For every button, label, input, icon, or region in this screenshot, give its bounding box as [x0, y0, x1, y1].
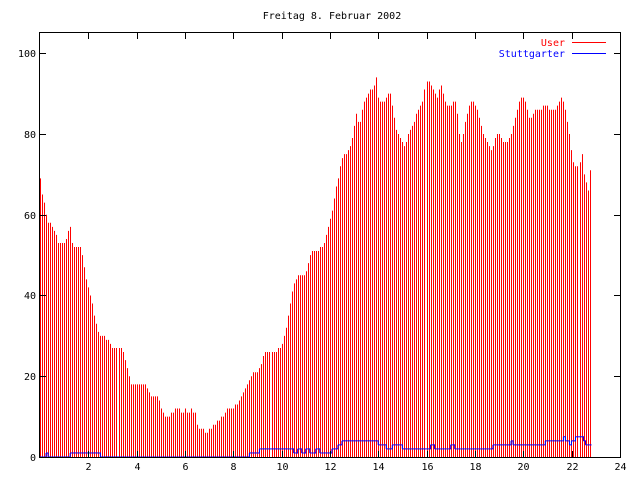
stuttgarter-line-point — [299, 448, 303, 453]
x-tick-label: 24 — [614, 462, 626, 473]
x-tick-label: 16 — [421, 462, 433, 473]
x-tick-label: 22 — [566, 462, 578, 473]
stuttgarter-line-point — [295, 448, 299, 454]
stuttgarter-line-point — [98, 452, 101, 457]
stuttgarter-line-point — [400, 444, 403, 449]
stuttgarter-line-point — [317, 448, 321, 453]
stuttgarter-line-point — [384, 444, 387, 449]
stuttgarter-line-point — [452, 444, 456, 449]
stuttgarter-line-point — [257, 448, 260, 454]
stuttgarter-line-point — [573, 436, 576, 442]
x-tick-label: 10 — [276, 462, 288, 473]
stuttgarter-line-point — [563, 436, 566, 441]
stuttgarter-line-point — [561, 436, 564, 442]
stuttgarter-line-point — [511, 440, 514, 445]
legend-label-stuttgarter: Stuttgarter — [499, 49, 565, 60]
x-tick-label: 2 — [85, 462, 91, 473]
stuttgarter-line-point — [567, 440, 570, 445]
stuttgarter-line-point — [390, 444, 393, 450]
stuttgarter-line-point — [313, 448, 317, 454]
y-tick-label: 0 — [30, 453, 36, 464]
stuttgarter-line-point — [339, 440, 343, 446]
stuttgarter-line-point — [291, 448, 295, 453]
legend-label-user: User — [541, 38, 565, 49]
stuttgarter-line-point — [303, 448, 307, 454]
x-tick-label: 4 — [134, 462, 140, 473]
x-tick-label: 14 — [372, 462, 384, 473]
plot-border — [39, 32, 621, 458]
x-tick-label: 6 — [182, 462, 188, 473]
y-tick-label: 80 — [24, 130, 36, 141]
stuttgarter-line-point — [543, 440, 546, 446]
x-tick-label: 8 — [230, 462, 236, 473]
y-tick-label: 100 — [18, 49, 36, 60]
stuttgarter-line-point — [490, 444, 494, 450]
x-tick-label: 18 — [469, 462, 481, 473]
x-tick-label: 12 — [324, 462, 336, 473]
stuttgarter-line-point — [46, 452, 49, 457]
stuttgarter-line-point — [376, 440, 379, 445]
stuttgarter-line-point — [583, 440, 587, 445]
y-tick-label: 60 — [24, 211, 36, 222]
stuttgarter-line-point — [307, 448, 311, 453]
stuttgarter-line-point — [509, 440, 512, 446]
stuttgarter-line-point — [581, 436, 585, 441]
user-bars — [40, 77, 591, 457]
chart-title: Freitag 8. Februar 2002 — [263, 11, 401, 22]
stuttgarter-line-point — [448, 444, 452, 450]
y-tick-label: 40 — [24, 291, 36, 302]
stuttgarter-line-point — [428, 444, 432, 450]
stuttgarter-line-point — [335, 444, 339, 450]
legend: User Stuttgarter — [499, 38, 606, 60]
stuttgarter-line-point — [569, 440, 572, 446]
y-tick-label: 20 — [24, 372, 36, 383]
stuttgarter-line-group — [40, 436, 592, 458]
stuttgarter-line-point — [432, 444, 436, 449]
x-tick-label: 20 — [517, 462, 529, 473]
